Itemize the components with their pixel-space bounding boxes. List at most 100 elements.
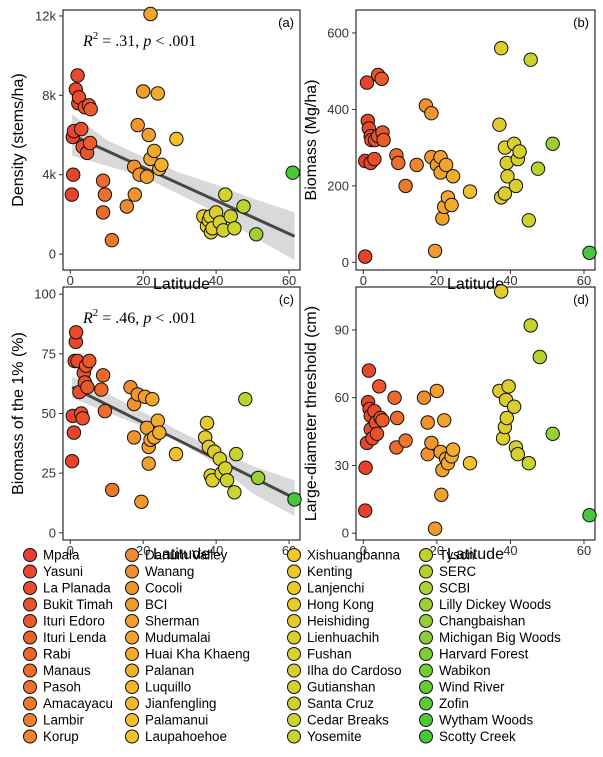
data-point	[462, 184, 478, 199]
panel-label: (a)	[278, 15, 294, 30]
legend-item: Amacayacu	[23, 696, 113, 711]
data-point	[376, 132, 391, 148]
data-point	[229, 446, 244, 462]
data-point	[68, 325, 84, 340]
data-point	[218, 461, 233, 476]
data-point	[141, 127, 156, 143]
data-point	[444, 197, 459, 213]
legend-item: Santa Cruz	[287, 696, 374, 711]
x-tick-label: 20	[430, 543, 444, 558]
legend-marker	[125, 696, 139, 711]
legend-label: Michigan Big Woods	[439, 630, 561, 645]
data-point	[249, 227, 264, 242]
legend-item: Wabikon	[419, 663, 491, 678]
legend-item: Mudumalai	[125, 630, 211, 645]
data-point	[445, 442, 461, 457]
legend-label: Harvard Forest	[439, 647, 529, 662]
data-point	[136, 84, 151, 99]
data-point	[409, 157, 424, 173]
x-axis-label: Latitude	[153, 546, 210, 563]
legend-item: Lambir	[23, 713, 84, 728]
data-point	[391, 155, 406, 171]
data-point	[424, 106, 439, 121]
legend-marker	[125, 548, 139, 562]
legend-label: Changbaishan	[439, 614, 525, 629]
data-point	[127, 187, 143, 202]
legend-marker	[125, 614, 139, 628]
data-point	[492, 117, 507, 132]
data-point	[359, 75, 375, 90]
data-point	[236, 199, 251, 214]
legend-label: Pasoh	[43, 680, 81, 695]
legend-marker	[287, 630, 301, 645]
data-point	[545, 136, 560, 152]
legend-marker	[23, 614, 37, 628]
legend-marker	[23, 581, 37, 595]
legend-item: Scotty Creek	[419, 729, 516, 744]
y-axis-label: Large-diameter threshold (cm)	[303, 306, 320, 521]
legend-label: Ilha do Cardoso	[307, 663, 402, 678]
legend-label: Danum Valley	[145, 548, 228, 563]
legend-label: SERC	[439, 564, 477, 579]
data-point	[95, 368, 111, 383]
stats-annotation: R2 = .46, p < .001	[82, 307, 196, 327]
data-point	[154, 157, 169, 173]
legend-label: Ituri Edoro	[43, 614, 105, 629]
x-tick-label: 40	[503, 543, 517, 558]
data-point	[95, 173, 111, 188]
data-point	[169, 131, 184, 147]
data-point	[238, 392, 253, 407]
y-tick-label: 30	[335, 458, 349, 473]
legend-marker	[125, 729, 139, 744]
x-axis-label: Latitude	[447, 276, 504, 293]
data-point	[104, 233, 120, 248]
legend-label: Cocoli	[145, 581, 182, 596]
data-point	[75, 411, 90, 426]
data-point	[398, 433, 413, 448]
data-point	[358, 503, 373, 518]
legend-label: Santa Cruz	[307, 696, 374, 711]
legend-label: Lienhuachih	[307, 630, 379, 645]
data-point	[582, 508, 597, 523]
data-point	[494, 41, 509, 56]
data-point	[199, 415, 215, 431]
data-point	[506, 399, 522, 414]
data-point	[494, 284, 509, 299]
legend-label: Hong Kong	[307, 597, 374, 612]
legend-marker	[125, 663, 139, 678]
legend-label: Heishiding	[307, 614, 370, 629]
legend-label: Mudumalai	[145, 630, 211, 645]
legend-item: Cocoli	[125, 581, 182, 596]
legend-item: SCBI	[419, 581, 470, 596]
data-point	[94, 382, 109, 397]
legend-label: Fushan	[307, 647, 352, 662]
data-point	[545, 426, 560, 441]
data-point	[119, 199, 135, 214]
legend-item: Fushan	[287, 647, 352, 662]
x-tick-label: 60	[577, 543, 591, 558]
data-point	[512, 144, 527, 159]
legend-marker	[23, 564, 37, 579]
legend-marker	[23, 647, 37, 661]
legend-item: Zofin	[419, 696, 469, 711]
legend-label: Rabi	[43, 647, 71, 662]
legend-item: Hong Kong	[287, 597, 374, 612]
legend-item: Palamanui	[125, 713, 208, 728]
data-point	[510, 447, 525, 462]
legend-marker	[125, 713, 139, 727]
data-point	[126, 430, 142, 445]
legend-item: Luquillo	[125, 680, 191, 695]
legend-item: Harvard Forest	[419, 647, 529, 662]
data-point	[168, 446, 184, 462]
legend-label: Wind River	[439, 680, 505, 695]
legend-item: Manaus	[23, 663, 91, 678]
regression-line	[71, 133, 296, 238]
legend-marker	[125, 564, 139, 579]
x-tick-label: 20	[430, 273, 444, 288]
legend-marker	[23, 663, 37, 678]
legend-marker	[125, 680, 139, 694]
data-point	[508, 178, 524, 194]
legend-marker	[419, 663, 433, 678]
data-point	[227, 485, 242, 500]
